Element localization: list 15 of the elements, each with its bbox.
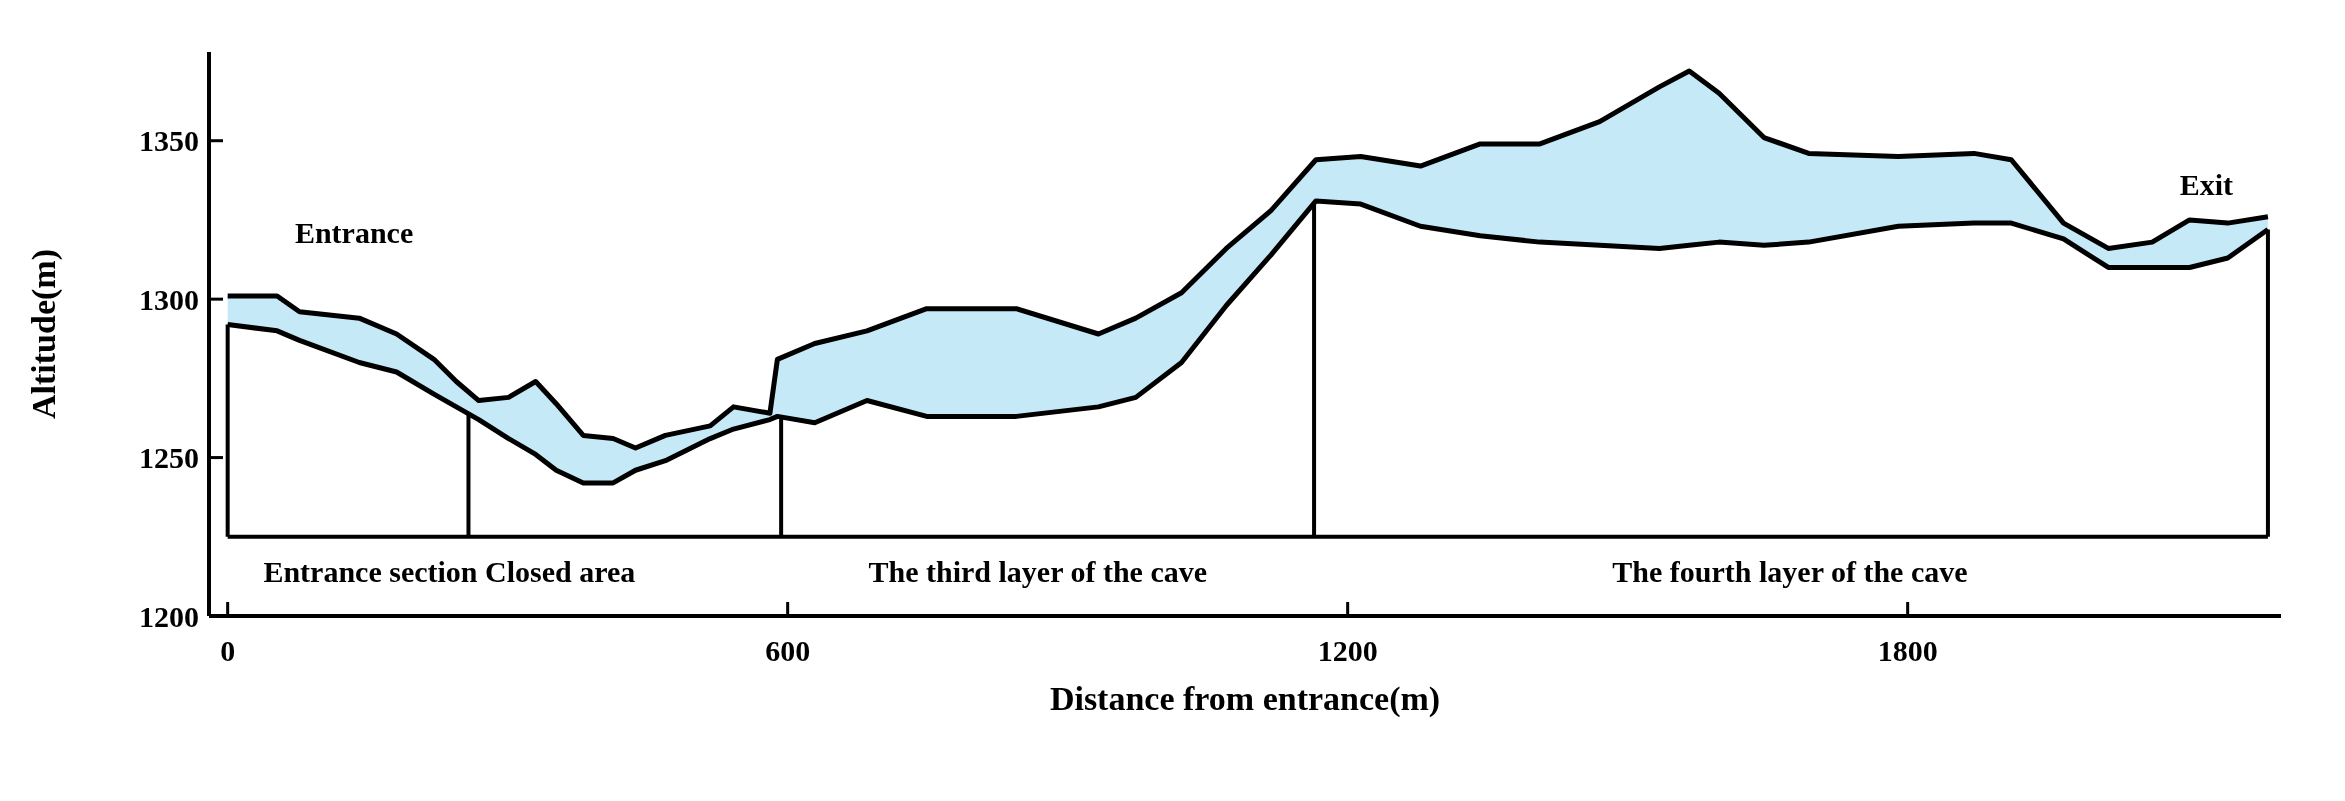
annotation: Entrance section Closed area <box>263 555 636 589</box>
x-tick-label: 0 <box>220 634 236 667</box>
annotation: Entrance <box>294 215 414 249</box>
y-axis-title: Altitude(m) <box>25 249 63 419</box>
x-tick-label: 1800 <box>1877 634 1938 667</box>
x-axis-title: Distance from entrance(m) <box>1049 680 1441 718</box>
annotation: Exit <box>2179 167 2234 201</box>
y-tick-label: 1350 <box>139 124 199 158</box>
annotation: The fourth layer of the cave <box>1612 555 1968 589</box>
y-tick-label: 1300 <box>139 282 199 316</box>
y-tick-label: 1200 <box>139 599 199 633</box>
annotation: The third layer of the cave <box>868 555 1208 589</box>
y-tick-label: 1250 <box>139 441 199 475</box>
x-tick-label: 600 <box>765 634 811 667</box>
x-tick-label: 1200 <box>1317 634 1378 667</box>
